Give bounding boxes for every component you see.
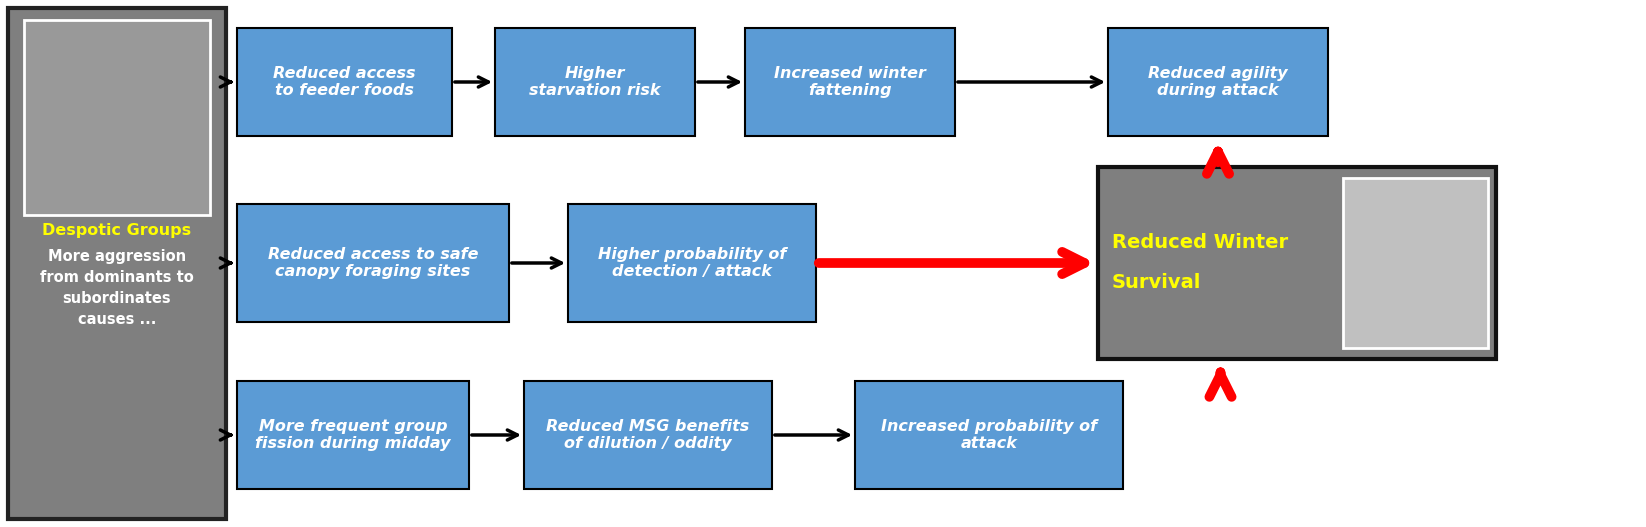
- FancyBboxPatch shape: [495, 28, 695, 136]
- Text: Despotic Groups: Despotic Groups: [43, 223, 191, 238]
- Text: Reduced access to safe
canopy foraging sites: Reduced access to safe canopy foraging s…: [268, 247, 479, 279]
- FancyBboxPatch shape: [568, 204, 816, 322]
- FancyBboxPatch shape: [1343, 178, 1488, 348]
- FancyBboxPatch shape: [523, 381, 772, 489]
- FancyBboxPatch shape: [1098, 167, 1496, 359]
- Text: from dominants to: from dominants to: [40, 270, 194, 285]
- Text: Reduced access
to feeder foods: Reduced access to feeder foods: [273, 66, 416, 98]
- Text: Reduced MSG benefits
of dilution / oddity: Reduced MSG benefits of dilution / oddit…: [546, 419, 749, 451]
- FancyBboxPatch shape: [237, 204, 509, 322]
- Text: Reduced Winter: Reduced Winter: [1113, 233, 1289, 252]
- FancyBboxPatch shape: [25, 20, 211, 215]
- FancyBboxPatch shape: [237, 28, 453, 136]
- Text: More frequent group
fission during midday: More frequent group fission during midda…: [255, 419, 451, 451]
- FancyBboxPatch shape: [8, 8, 226, 519]
- Text: More aggression: More aggression: [48, 249, 186, 264]
- Text: Increased probability of
attack: Increased probability of attack: [881, 419, 1098, 451]
- FancyBboxPatch shape: [237, 381, 469, 489]
- Text: Increased winter
fattening: Increased winter fattening: [774, 66, 927, 98]
- Text: subordinates: subordinates: [63, 291, 171, 306]
- FancyBboxPatch shape: [1108, 28, 1328, 136]
- Text: Reduced agility
during attack: Reduced agility during attack: [1149, 66, 1287, 98]
- FancyBboxPatch shape: [746, 28, 955, 136]
- Text: Survival: Survival: [1113, 274, 1202, 292]
- Text: Higher probability of
detection / attack: Higher probability of detection / attack: [597, 247, 787, 279]
- Text: causes ...: causes ...: [77, 312, 156, 327]
- Text: Higher
starvation risk: Higher starvation risk: [530, 66, 660, 98]
- FancyBboxPatch shape: [854, 381, 1123, 489]
